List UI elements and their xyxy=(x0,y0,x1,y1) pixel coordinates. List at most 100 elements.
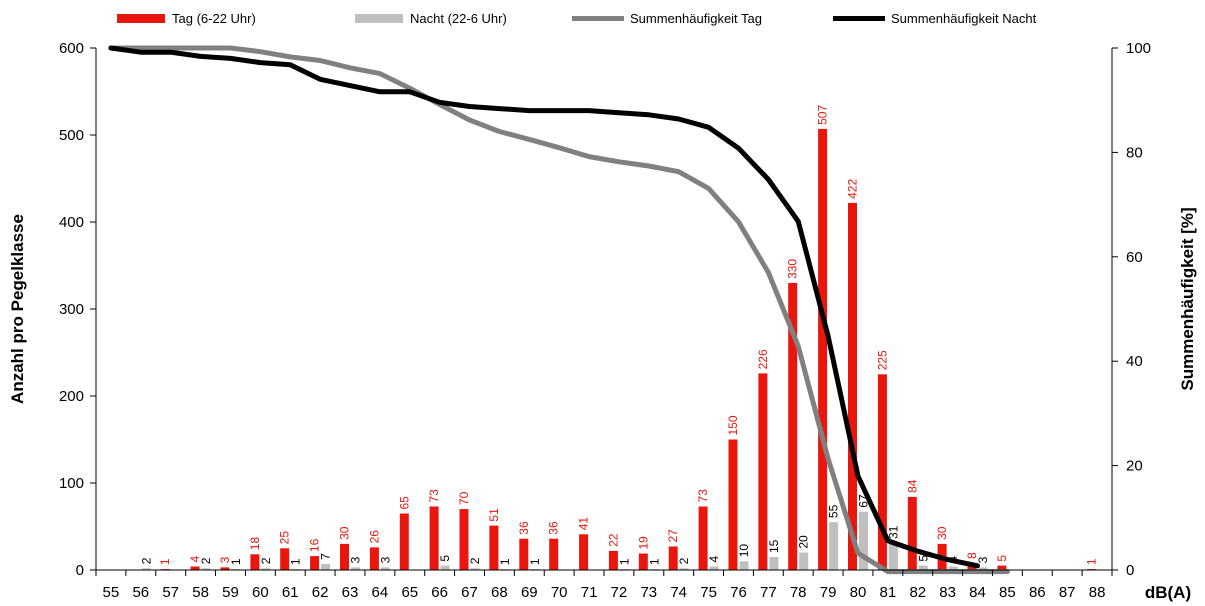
x-tick-label: 85 xyxy=(999,584,1016,601)
data-label: 1 xyxy=(498,558,512,565)
data-label: 73 xyxy=(696,489,710,503)
x-tick-label: 84 xyxy=(969,584,986,601)
data-label: 30 xyxy=(935,526,949,540)
data-label: 36 xyxy=(547,521,561,535)
data-label: 31 xyxy=(886,525,900,539)
legend-label: Summenhäufigkeit Tag xyxy=(630,11,762,26)
data-label: 51 xyxy=(487,508,501,522)
x-tick-label: 74 xyxy=(670,584,687,601)
legend-item: Summenhäufigkeit Tag xyxy=(572,11,762,26)
x-tick-label: 56 xyxy=(132,584,149,601)
data-label: 3 xyxy=(976,556,990,563)
bar xyxy=(829,522,839,570)
bar xyxy=(261,568,271,570)
x-tick-label: 80 xyxy=(850,584,867,601)
data-label: 1 xyxy=(1085,558,1099,565)
x-tick-label: 72 xyxy=(611,584,628,601)
bar xyxy=(380,567,390,570)
data-label: 2 xyxy=(199,557,213,564)
x-tick-label: 69 xyxy=(521,584,538,601)
x-tick-label: 82 xyxy=(909,584,926,601)
data-label: 1 xyxy=(229,558,243,565)
legend-label: Tag (6-22 Uhr) xyxy=(172,11,256,26)
bar xyxy=(201,568,211,570)
x-tick-label: 60 xyxy=(252,584,269,601)
bar xyxy=(340,543,349,570)
bar xyxy=(758,373,768,570)
y-left-axis-title: Anzahl pro Pegelklasse xyxy=(8,214,27,404)
x-tick-label: 81 xyxy=(880,584,897,601)
bar xyxy=(440,565,450,570)
data-label: 2 xyxy=(139,557,153,564)
x-tick-label: 64 xyxy=(372,584,389,601)
bar xyxy=(459,509,469,570)
data-label: 22 xyxy=(606,533,620,547)
data-label: 41 xyxy=(577,517,591,531)
legend-swatch xyxy=(355,14,403,23)
data-label: 10 xyxy=(737,544,751,558)
y-right-tick-label: 60 xyxy=(1126,249,1143,266)
bar xyxy=(399,513,409,570)
bar xyxy=(190,566,200,570)
y-left-tick-label: 300 xyxy=(59,301,84,318)
y-left-tick-label: 100 xyxy=(59,475,84,492)
data-label: 4 xyxy=(188,556,202,563)
data-label: 30 xyxy=(338,526,352,540)
legend-swatch xyxy=(117,14,165,23)
x-tick-label: 87 xyxy=(1059,584,1076,601)
data-label: 5 xyxy=(916,555,930,562)
y-left-tick-label: 0 xyxy=(76,562,84,579)
y-right-tick-label: 80 xyxy=(1126,144,1143,161)
x-tick-label: 68 xyxy=(491,584,508,601)
bar xyxy=(818,128,828,570)
bar xyxy=(728,439,738,570)
x-tick-label: 61 xyxy=(282,584,299,601)
x-tick-label: 66 xyxy=(431,584,448,601)
bar xyxy=(888,543,898,570)
x-tick-label: 73 xyxy=(640,584,657,601)
x-tick-label: 55 xyxy=(103,584,120,601)
data-label: 84 xyxy=(905,479,919,493)
legend-item: Nacht (22-6 Uhr) xyxy=(355,11,507,26)
x-tick-label: 65 xyxy=(401,584,418,601)
bar xyxy=(997,565,1007,570)
y-right-tick-label: 0 xyxy=(1126,562,1134,579)
bar xyxy=(310,556,320,570)
bar xyxy=(250,554,260,570)
bar xyxy=(220,567,230,570)
y-left-tick-label: 600 xyxy=(59,40,84,57)
data-label: 4 xyxy=(707,556,721,563)
data-label: 330 xyxy=(786,259,800,279)
bar xyxy=(549,538,559,570)
y-right-axis-title: Summenhäufigkeit [%] xyxy=(1178,207,1197,390)
data-label: 19 xyxy=(636,536,650,550)
data-label: 1 xyxy=(158,558,172,565)
x-tick-label: 88 xyxy=(1089,584,1106,601)
bar xyxy=(141,568,151,570)
bar xyxy=(769,557,779,570)
x-tick-label: 79 xyxy=(820,584,837,601)
bar xyxy=(948,566,958,570)
data-label: 507 xyxy=(816,105,830,125)
data-label: 73 xyxy=(427,489,441,503)
bar xyxy=(709,566,719,570)
data-label: 1 xyxy=(647,558,661,565)
series-tag-bars xyxy=(160,128,1097,571)
data-label: 18 xyxy=(248,537,262,551)
bar xyxy=(877,374,887,571)
y-left-tick-label: 400 xyxy=(59,214,84,231)
bar xyxy=(788,282,798,570)
data-label: 2 xyxy=(677,557,691,564)
data-label: 1 xyxy=(617,558,631,565)
data-label: 15 xyxy=(767,539,781,553)
data-label: 67 xyxy=(857,494,871,508)
data-label: 1 xyxy=(528,558,542,565)
x-tick-label: 83 xyxy=(939,584,956,601)
data-label: 3 xyxy=(378,556,392,563)
y-right-tick-label: 100 xyxy=(1126,40,1151,57)
bar xyxy=(608,550,618,570)
legend-label: Nacht (22-6 Uhr) xyxy=(410,11,507,26)
x-tick-label: 57 xyxy=(162,584,179,601)
